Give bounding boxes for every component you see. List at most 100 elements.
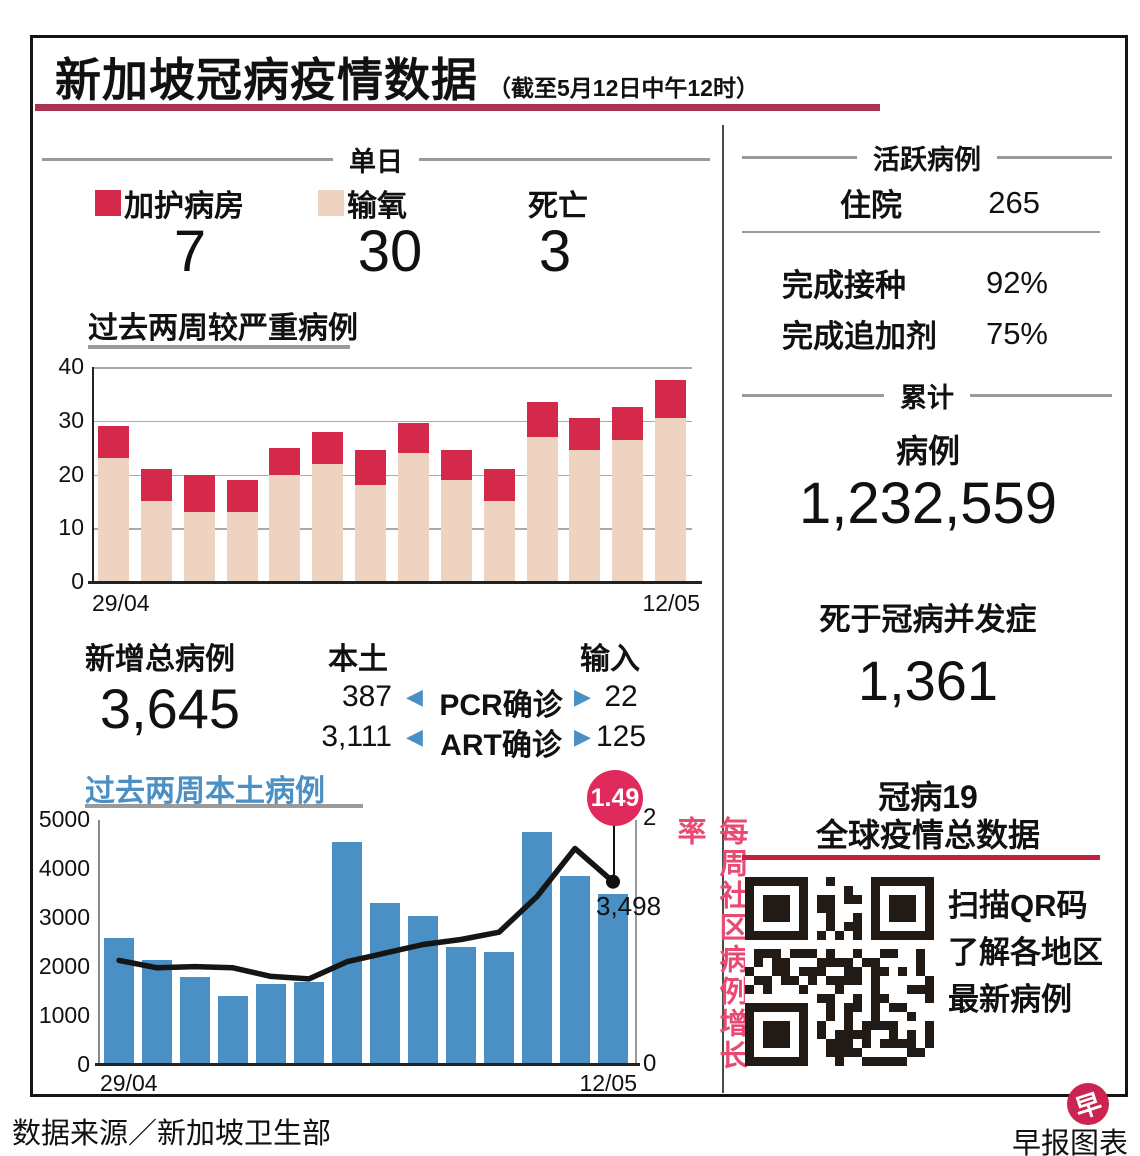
severe-chart-title-rule xyxy=(88,345,350,349)
oxygen-bar xyxy=(312,463,344,582)
global-title-line1: 冠病19 xyxy=(878,779,978,815)
cumulative-cases-label: 病例 xyxy=(895,433,960,469)
oxygen-bar xyxy=(655,418,687,582)
oxygen-label: 输氧 xyxy=(347,190,407,223)
oxygen-bar xyxy=(526,436,558,582)
pcr-import-value: 22 xyxy=(604,680,638,713)
icu-bar xyxy=(226,479,258,513)
icu-bar xyxy=(526,401,558,437)
pcr-row: 387 ◀ PCR确诊 ▶ 22 xyxy=(0,680,720,722)
severe-chart-title: 过去两周较严重病例 xyxy=(88,312,358,345)
oxygen-bar xyxy=(483,501,515,582)
oxygen-bar xyxy=(355,485,387,582)
qr-caption: 扫描QR码 了解各地区 最新病例 xyxy=(948,882,1123,1023)
header-line-right xyxy=(970,394,1112,397)
gridline xyxy=(92,420,692,423)
icu-bar xyxy=(440,450,472,480)
pcr-row-label: PCR确诊 xyxy=(439,689,563,722)
local-cases-bar xyxy=(142,959,172,1065)
header-line-left xyxy=(42,158,333,161)
page-title: 新加坡冠病疫情数据 （截至5月12日中午12时） xyxy=(55,44,759,110)
hospitalized-label: 住院 xyxy=(840,188,902,223)
severe-chart-x-axis xyxy=(88,581,702,584)
booster-label: 完成追加剂 xyxy=(782,319,937,354)
vaccinated-value: 92% xyxy=(985,264,1048,300)
column-divider xyxy=(722,125,724,1093)
active-divider xyxy=(742,231,1100,233)
zaobao-logo-char: 早 xyxy=(1071,1087,1106,1124)
art-import-value: 125 xyxy=(595,720,647,753)
qr-code xyxy=(745,877,935,1067)
oxygen-bar xyxy=(226,512,258,582)
new-cases-import-label: 输入 xyxy=(580,643,640,676)
y-tick-label: 40 xyxy=(58,353,84,379)
local-cases-bar xyxy=(370,903,400,1065)
art-row: 3,111 ◀ ART确诊 ▶ 125 xyxy=(0,720,720,762)
y-tick-label: 3000 xyxy=(38,904,90,930)
header-line-right xyxy=(997,156,1112,159)
right-axis-tick-label: 0 xyxy=(643,1050,657,1077)
cumulative-section-header: 累计 xyxy=(742,376,1112,415)
cumulative-deaths-value: 1,361 xyxy=(857,649,999,712)
icu-bar xyxy=(97,426,129,459)
local-cases-bar xyxy=(294,981,324,1065)
icu-bar xyxy=(140,469,172,502)
local-cases-bar xyxy=(180,976,210,1065)
oxygen-swatch-icon xyxy=(318,190,344,216)
severe-chart-plot: 0 10 20 30 40 xyxy=(58,353,692,594)
qr-caption-line: 了解各地区 xyxy=(948,935,1103,970)
local-x-start-label: 29/04 xyxy=(100,1070,158,1096)
local-cases-bar xyxy=(560,876,590,1065)
severe-x-start-label: 29/04 xyxy=(92,590,150,616)
arrow-right-icon: ▶ xyxy=(574,684,591,709)
oxygen-bar xyxy=(140,501,172,582)
y-tick-label: 0 xyxy=(77,1051,90,1077)
severe-x-end-label: 12/05 xyxy=(642,590,700,616)
legend-item-oxygen: 输氧 xyxy=(318,181,407,225)
legend-item-icu: 加护病房 xyxy=(95,181,244,225)
hospitalized-row: 住院 265 xyxy=(840,180,1040,225)
local-chart-right-axis xyxy=(635,820,637,1065)
icu-bar xyxy=(312,431,344,464)
icu-bar xyxy=(655,380,687,419)
daily-section-header: 单日 xyxy=(42,140,710,179)
y-tick-label: 30 xyxy=(58,406,84,433)
global-title-line2: 全球疫情总数据 xyxy=(815,817,1040,853)
oxygen-daily-value: 30 xyxy=(357,219,423,284)
credit-note: 早报图表 xyxy=(1011,1128,1128,1156)
art-local-value: 3,111 xyxy=(321,720,392,753)
local-chart-title: 过去两周本土病例 xyxy=(85,775,325,808)
icu-bar xyxy=(183,474,215,513)
growth-rate-balloon-value: 1.49 xyxy=(590,783,640,812)
local-chart-plot: 0 1000 2000 3000 4000 5000 0 2 xyxy=(39,804,657,1077)
icu-bar xyxy=(355,450,387,486)
balloon-stem xyxy=(613,824,615,882)
local-cases-bar xyxy=(256,984,286,1065)
arrow-left-icon: ◀ xyxy=(406,684,423,709)
local-chart-x-axis xyxy=(95,1063,640,1066)
cumulative-cases-value: 1,232,559 xyxy=(798,471,1058,536)
page-subtitle: （截至5月12日中午12时） xyxy=(488,75,759,101)
local-cases-bar xyxy=(446,947,476,1065)
cumulative-header-label: 累计 xyxy=(900,383,954,413)
new-cases-local-label: 本土 xyxy=(328,643,388,676)
local-chart-x-labels: 29/04 12/05 xyxy=(100,1070,637,1097)
y-tick-label: 4000 xyxy=(38,855,90,881)
y-tick-label: 0 xyxy=(71,568,84,594)
growth-rate-axis-label: 每周社区病例增长率 xyxy=(673,816,747,1072)
local-cases-bar xyxy=(598,893,628,1065)
oxygen-bar xyxy=(97,458,129,582)
arrow-left-icon: ◀ xyxy=(406,724,423,749)
icu-label: 加护病房 xyxy=(124,190,244,223)
death-daily-value: 3 xyxy=(538,219,572,284)
icu-daily-value: 7 xyxy=(173,219,207,284)
icu-bar xyxy=(269,447,301,475)
global-divider xyxy=(742,855,1100,860)
right-axis-tick-label: 2 xyxy=(643,804,657,831)
booster-value: 75% xyxy=(985,315,1048,351)
growth-rate-balloon: 1.49 xyxy=(587,770,643,826)
local-cases-bar xyxy=(484,952,514,1065)
vaccinated-row: 完成接种 92% xyxy=(782,260,1048,305)
local-chart-y-axis xyxy=(98,820,100,1065)
severe-chart-x-labels: 29/04 12/05 xyxy=(92,590,700,617)
